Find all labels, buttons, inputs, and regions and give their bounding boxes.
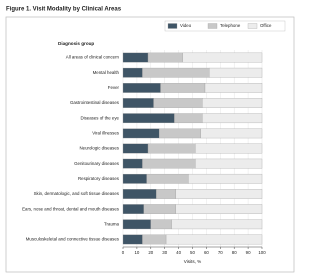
category-label: Musculoskeletal and connective tissue di… <box>26 237 120 242</box>
category-label: Viral illnesses <box>92 131 120 136</box>
bar-segment <box>147 52 183 63</box>
bar-segment <box>171 219 263 230</box>
category-label: Trauma <box>104 221 120 226</box>
bar-segment <box>122 67 143 78</box>
bar-segment <box>122 234 143 245</box>
category-label: Mental health <box>93 70 120 75</box>
category-label: Diseases of the eye <box>80 115 119 120</box>
category-label: Genitourinary diseases <box>74 161 120 166</box>
category-label: Neurologic diseases <box>79 146 119 151</box>
category-label: Respiratory diseases <box>78 176 120 181</box>
bar-segment <box>122 113 175 124</box>
bar-segment <box>142 67 210 78</box>
bar-segment <box>122 219 151 230</box>
x-tick-label: 80 <box>232 250 237 255</box>
chart: Figure 1. Visit Modality by Clinical Are… <box>5 7 295 273</box>
bar-segment <box>156 189 176 199</box>
x-tick-label: 100 <box>258 250 266 255</box>
bar-segment <box>188 173 263 184</box>
bar-segment <box>122 143 149 154</box>
bar-segment <box>182 52 263 63</box>
bar-segment <box>158 128 201 139</box>
legend-swatch <box>167 23 178 29</box>
x-tick-label: 50 <box>190 250 195 255</box>
legend-label: Video <box>180 23 192 28</box>
legend-label: Office <box>260 23 272 28</box>
category-label: Skin, dermatologic, and soft tissue dise… <box>34 191 120 196</box>
category-label: All areas of clinical concern <box>66 55 120 60</box>
x-tick-label: 20 <box>148 250 153 255</box>
bar-segment <box>122 52 149 63</box>
x-tick-label: 10 <box>134 250 139 255</box>
x-tick-label: 60 <box>204 250 209 255</box>
category-axis-label: Diagnosis group <box>58 41 94 46</box>
chart-title: Figure 1. Visit Modality by Clinical Are… <box>6 7 122 13</box>
legend-swatch <box>247 23 258 29</box>
bar-segment <box>146 173 189 184</box>
bar-segment <box>202 98 263 108</box>
bar-segment <box>200 128 263 139</box>
bar-segment <box>122 98 154 108</box>
bar-segment <box>153 98 203 108</box>
x-tick-label: 0 <box>122 250 125 255</box>
bar-segment <box>122 83 161 93</box>
legend-box <box>164 20 286 32</box>
bar-segment <box>122 158 143 169</box>
category-label: Fever <box>108 85 120 90</box>
bar-segment <box>175 189 263 199</box>
x-axis-label: Visits, % <box>184 259 202 264</box>
x-tick-label: 70 <box>218 250 223 255</box>
category-label: Ears, nose and throat, dental and mouth … <box>22 206 120 211</box>
bar-segment <box>122 204 145 214</box>
bar-segment <box>209 67 263 78</box>
x-tick-label: 90 <box>246 250 251 255</box>
bar-segment <box>142 234 167 245</box>
bar-segment <box>195 143 263 154</box>
bar-segment <box>122 128 160 139</box>
bar-segment <box>195 158 263 169</box>
bar-segment <box>202 113 263 124</box>
bar-segment <box>142 158 196 169</box>
legend-swatch <box>207 23 218 29</box>
bar-segment <box>175 204 263 214</box>
x-tick-label: 40 <box>176 250 181 255</box>
bar-segment <box>143 204 176 214</box>
bar-segment <box>122 189 157 199</box>
bar-segment <box>150 219 172 230</box>
frame <box>5 16 295 273</box>
category-label: Gastrointestinal diseases <box>70 100 120 105</box>
bar-segment <box>122 173 147 184</box>
bar-segment <box>165 234 263 245</box>
legend-label: Telephone <box>220 23 241 28</box>
bar-segment <box>174 113 203 124</box>
bar-segment <box>204 83 263 93</box>
bar-segment <box>147 143 196 154</box>
bar-segment <box>160 83 206 93</box>
x-tick-label: 30 <box>162 250 167 255</box>
